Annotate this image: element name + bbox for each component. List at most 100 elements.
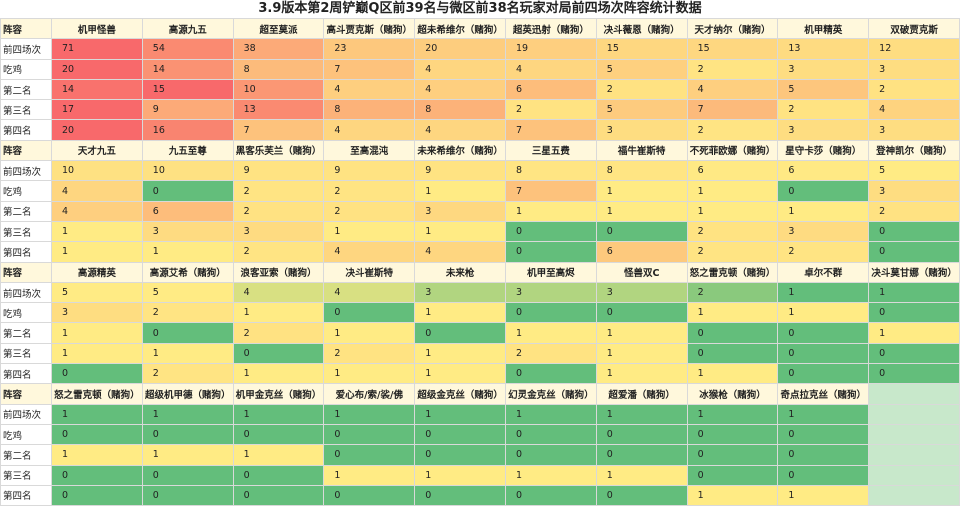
- value-cell: 0: [686, 464, 779, 486]
- value-cell: 7: [686, 99, 779, 121]
- value-cell: 3: [595, 119, 688, 141]
- value-cell: 1: [595, 200, 688, 222]
- value-cell: 1: [595, 180, 688, 202]
- value-cell: 1: [414, 403, 506, 425]
- header-label: 阵容: [0, 383, 52, 405]
- value-cell: 1: [686, 200, 779, 222]
- value-cell: 3: [51, 302, 143, 324]
- row-label: 吃鸡: [0, 180, 52, 202]
- value-cell: 1: [323, 464, 416, 486]
- column-header: 冰猴枪（赌狗）: [686, 383, 779, 405]
- value-cell: 1: [51, 444, 143, 466]
- value-cell: 1: [504, 200, 597, 222]
- data-row: 第四名 0 0 0 0 0 0 0 1 1: [0, 484, 960, 506]
- row-label: 前四场次: [0, 403, 52, 425]
- value-cell: 0: [414, 322, 506, 344]
- value-cell: 9: [232, 160, 325, 182]
- value-cell: 0: [777, 363, 870, 385]
- value-cell: 0: [232, 342, 325, 365]
- value-cell: 0: [777, 423, 870, 446]
- data-row: 第二名 14 15 10 4 4 6 2 4 5 2: [0, 78, 960, 101]
- data-row: 第四名 20 16 7 4 4 7 3 2 3 3: [0, 119, 960, 141]
- column-header: 决斗薇恩（赌狗）: [595, 17, 688, 40]
- value-cell: 2: [232, 200, 325, 222]
- row-label: 第二名: [0, 322, 52, 344]
- value-cell: 12: [868, 38, 960, 60]
- value-cell: 0: [414, 423, 506, 446]
- row-label: 第三名: [0, 342, 52, 365]
- value-cell: 0: [51, 363, 143, 385]
- value-cell: 3: [232, 220, 325, 243]
- value-cell: 1: [595, 322, 688, 344]
- value-cell: 2: [141, 363, 234, 385]
- data-row: 前四场次 71 54 38 23 20 19 15 15 13 12: [0, 38, 960, 60]
- column-header: 决斗崔斯特: [323, 261, 416, 283]
- value-cell: 1: [686, 403, 779, 425]
- value-cell: 16: [141, 119, 234, 141]
- value-cell: 4: [323, 281, 416, 304]
- value-cell: 2: [686, 281, 779, 304]
- column-header: 高斗贾克斯（赌狗）: [323, 17, 416, 40]
- value-cell: 4: [414, 241, 506, 263]
- value-cell: 1: [141, 444, 234, 466]
- value-cell: 1: [141, 342, 234, 365]
- value-cell: 8: [323, 99, 416, 121]
- row-label: 第二名: [0, 200, 52, 222]
- value-cell: 1: [51, 220, 143, 243]
- value-cell: 4: [414, 58, 506, 80]
- value-cell: 6: [595, 241, 688, 263]
- value-cell: 4: [51, 180, 143, 202]
- value-cell: 1: [51, 403, 143, 425]
- empty-cell: [868, 444, 960, 466]
- value-cell: 6: [504, 78, 597, 101]
- value-cell: 4: [414, 78, 506, 101]
- row-label: 第四名: [0, 363, 52, 385]
- data-row: 前四场次 10 10 9 9 9 8 8 6 6 5: [0, 160, 960, 182]
- value-cell: 2: [686, 241, 779, 263]
- value-cell: 0: [51, 464, 143, 486]
- value-cell: 9: [323, 160, 416, 182]
- value-cell: 1: [504, 464, 597, 486]
- value-cell: 1: [232, 403, 325, 425]
- column-header: 怪兽双C: [595, 261, 688, 283]
- value-cell: 5: [777, 78, 870, 101]
- value-cell: 54: [141, 38, 234, 60]
- value-cell: 2: [595, 78, 688, 101]
- data-row: 前四场次 1 1 1 1 1 1 1 1 1: [0, 403, 960, 425]
- value-cell: 0: [504, 444, 597, 466]
- row-label: 第三名: [0, 220, 52, 243]
- value-cell: 2: [504, 342, 597, 365]
- data-row: 第三名 1 1 0 2 1 2 1 0 0 0: [0, 342, 960, 365]
- value-cell: 20: [414, 38, 506, 60]
- value-cell: 0: [595, 302, 688, 324]
- data-row: 第三名 17 9 13 8 8 2 5 7 2 4: [0, 99, 960, 121]
- value-cell: 5: [51, 281, 143, 304]
- row-label: 第四名: [0, 119, 52, 141]
- value-cell: 15: [686, 38, 779, 60]
- column-header: 天才九五: [51, 139, 143, 162]
- column-header: 超至莫派: [232, 17, 325, 40]
- value-cell: 0: [51, 423, 143, 446]
- stats-table: 阵容 机甲怪兽 高源九五 超至莫派 高斗贾克斯（赌狗） 超未希维尔（赌狗） 超英迅射（赌狗）…: [0, 17, 960, 506]
- column-header: 高源九五: [141, 17, 234, 40]
- data-row: 第四名 1 1 2 4 4 0 6 2 2 0: [0, 241, 960, 263]
- value-cell: 0: [232, 464, 325, 486]
- value-cell: 0: [868, 220, 960, 243]
- column-header: 奇点拉克丝（赌狗）: [777, 383, 870, 405]
- value-cell: 1: [232, 302, 325, 324]
- value-cell: 2: [868, 78, 960, 101]
- value-cell: 13: [777, 38, 870, 60]
- value-cell: 2: [686, 119, 779, 141]
- value-cell: 3: [868, 58, 960, 80]
- column-header: 机甲怪兽: [51, 17, 143, 40]
- data-row: 吃鸡 4 0 2 2 1 7 1 1 0 3: [0, 180, 960, 202]
- value-cell: 19: [504, 38, 597, 60]
- data-row: 吃鸡 0 0 0 0 0 0 0 0 0: [0, 423, 960, 446]
- value-cell: 1: [414, 180, 506, 202]
- value-cell: 13: [232, 99, 325, 121]
- value-cell: 2: [323, 200, 416, 222]
- column-header: 机甲精英: [777, 17, 870, 40]
- value-cell: 7: [232, 119, 325, 141]
- data-row: 第二名 1 1 1 0 0 0 0 0 0: [0, 444, 960, 466]
- value-cell: 5: [595, 58, 688, 80]
